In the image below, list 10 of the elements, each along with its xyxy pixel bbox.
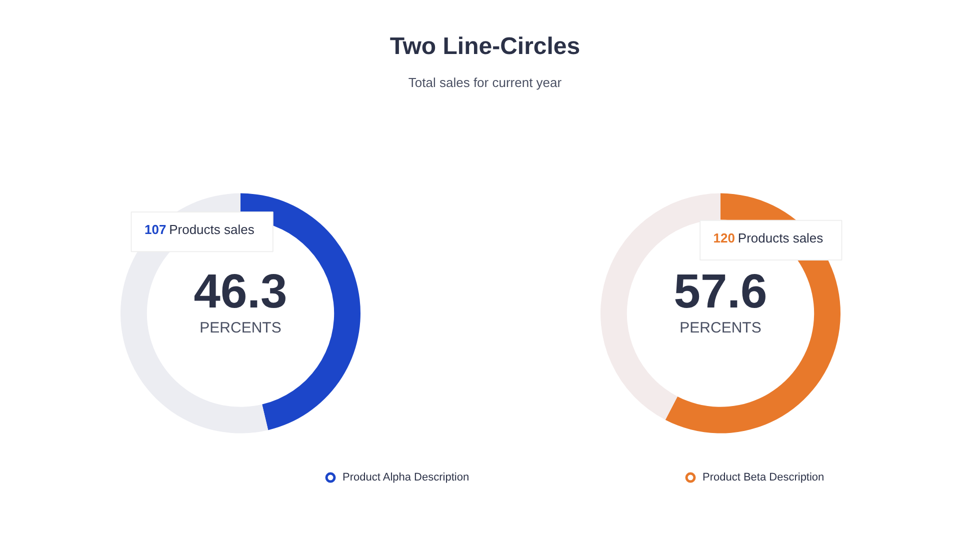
chart-subtitle: Total sales for current year (408, 74, 562, 92)
text: PERCENTS (200, 319, 282, 336)
text: PERCENTS (680, 319, 762, 336)
text: 120 Products sales (713, 230, 824, 246)
chart-title: Two Line-Circles (390, 32, 580, 62)
text: 107 Products sales (144, 222, 255, 237)
legend-label: Product Beta Description (702, 472, 824, 484)
data-label: 57.6 (674, 265, 768, 318)
data-label: 46.3 (194, 265, 288, 318)
legend-label: Product Alpha Description (342, 472, 470, 484)
